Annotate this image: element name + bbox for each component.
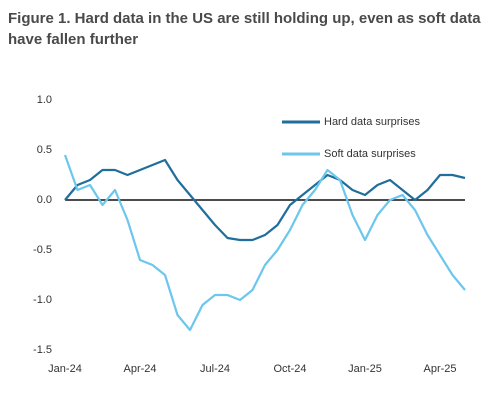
y-tick-label: 1.0 — [37, 94, 52, 106]
y-tick-label: -1.5 — [33, 344, 52, 356]
x-tick-label: Jul-24 — [200, 363, 230, 375]
legend-label: Hard data surprises — [324, 116, 420, 128]
x-tick-label: Apr-25 — [423, 363, 456, 375]
y-tick-label: -1.0 — [33, 294, 52, 306]
x-tick-label: Apr-24 — [123, 363, 156, 375]
series-line — [64, 158, 466, 242]
y-tick-label: 0.5 — [37, 144, 52, 156]
x-tick-label: Jan-24 — [48, 363, 82, 375]
legend-label: Soft data surprises — [324, 148, 416, 160]
series-line — [63, 154, 466, 332]
x-tick-label: Jan-25 — [348, 363, 382, 375]
x-tick-label: Oct-24 — [273, 363, 306, 375]
chart-title: Figure 1. Hard data in the US are still … — [8, 10, 481, 48]
y-tick-label: 0.0 — [37, 194, 52, 206]
y-tick-label: -0.5 — [33, 244, 52, 256]
